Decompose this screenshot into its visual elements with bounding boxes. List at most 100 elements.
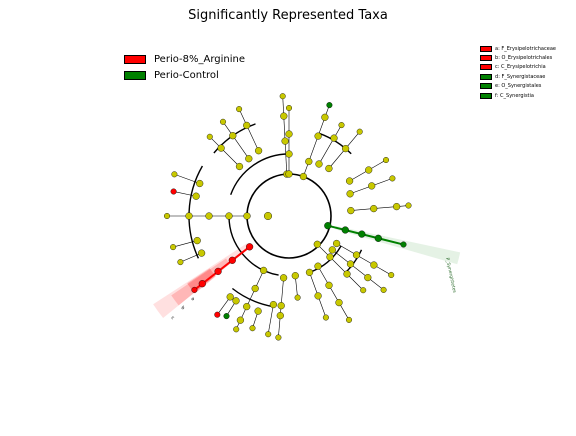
taxon-node [193,237,201,245]
taxon-node [198,280,206,288]
biomarker-legend-item: f: C_Synergistia [480,91,556,100]
taxon-node [280,274,288,282]
clade-label: c [170,316,175,322]
biomarker-legend-item: a: F_Erysipelotrichaceae [480,44,556,53]
taxon-node [233,326,240,333]
biomarker-taxon: O_Erysipelotrichales [501,55,553,62]
biomarker-taxon: F_Synergistaceae [501,73,546,80]
legend-swatch-green [480,83,492,90]
taxon-node [249,325,256,332]
taxon-node [325,281,333,289]
biomarker-legend-item: e: O_Synergistales [480,82,556,91]
taxon-node [219,118,226,125]
clade-label: a [190,297,195,303]
taxon-node [325,164,333,173]
taxon-node [314,292,322,300]
taxon-node [285,170,293,178]
root-node [264,211,273,220]
taxon-node [255,147,263,155]
taxon-node [347,207,355,215]
taxon-node [214,311,221,318]
taxon-node [400,241,407,248]
taxon-node [370,261,378,269]
branch-arc-layer [188,123,363,308]
taxon-node [346,190,354,198]
taxon-node [214,267,222,276]
taxon-node [313,240,321,248]
biomarker-legend-item: d: F_Synergistaceae [480,72,556,81]
taxon-node [341,226,349,234]
taxon-node [328,246,336,254]
branch-edge [317,266,350,321]
taxon-node [228,256,236,264]
taxon-node [163,212,170,219]
branch-edge [267,304,274,335]
taxon-node [358,230,366,238]
taxon-node [315,160,323,168]
taxon-node [299,172,308,181]
taxon-node [245,155,253,163]
branch-edge [180,252,202,263]
taxon-node [232,297,240,305]
taxon-node [286,104,293,111]
taxon-node [226,293,234,301]
branch-edge [222,121,250,159]
taxon-node [393,203,401,211]
taxon-node [236,316,245,324]
taxon-node [280,112,288,120]
taxon-node [285,130,293,138]
taxon-node [330,134,338,142]
taxon-node [275,334,282,341]
taxon-node [269,301,278,309]
taxon-node [365,166,373,174]
branch-edge [174,173,200,184]
taxon-node [251,284,259,293]
taxon-node [305,268,314,277]
taxon-node [333,239,341,248]
taxon-node [352,251,361,259]
taxon-node [191,286,198,293]
biomarker-letter: f [495,92,497,99]
taxon-node [338,122,345,129]
branch-arc [231,287,274,308]
branch-edge [282,96,288,175]
taxon-node [254,307,262,315]
branch-edge [173,240,198,248]
taxon-node [198,249,206,257]
taxon-node [170,188,177,195]
taxon-node [346,177,354,185]
taxon-node [206,133,213,140]
taxon-node [380,286,387,293]
taxon-node [243,121,251,130]
taxon-node [223,313,230,320]
biomarker-legend-item: c: C_Erysipelotrichia [480,63,556,72]
taxon-node [177,259,184,266]
taxon-node [356,128,363,135]
legend-swatch-green [480,92,492,99]
branch-edge [217,296,231,315]
taxon-node [388,272,395,279]
taxon-node [343,270,351,278]
taxon-node [235,162,244,171]
branch-edge [294,275,298,298]
taxon-node [321,113,329,121]
taxon-node [364,274,372,282]
taxon-node [314,132,322,140]
branch-edge [332,249,384,291]
taxon-node [171,171,178,178]
branch-edge [209,136,240,167]
branch-edge [327,224,404,246]
taxon-node [383,156,390,163]
branch-edge [318,124,342,165]
branch-arc [230,153,290,196]
taxon-node [246,243,254,251]
taxon-node [285,150,293,158]
taxon-node [374,234,382,242]
branch-edge [173,191,197,197]
legend-swatch-red [124,54,146,64]
taxon-node [370,205,378,213]
clade-label: b [180,305,186,312]
branch-edge [238,108,259,151]
branch-edge [336,243,392,276]
